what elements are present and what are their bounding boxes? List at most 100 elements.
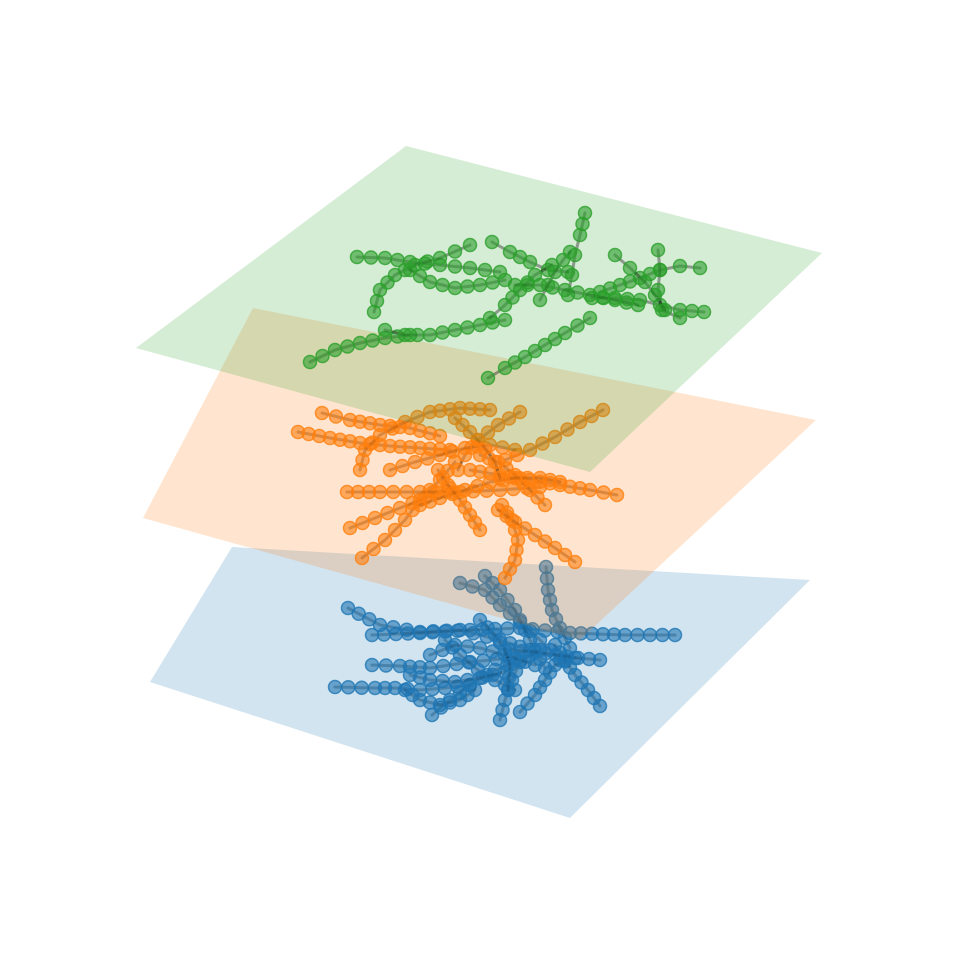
network-node: [327, 342, 343, 358]
network-node: [477, 262, 493, 278]
network-node: [420, 254, 435, 269]
network-node: [647, 287, 663, 303]
network-node: [696, 304, 712, 320]
network-node: [400, 626, 416, 641]
network-node: [637, 274, 653, 290]
network-node: [385, 421, 400, 436]
network-node: [377, 532, 393, 548]
layer-network: [290, 400, 625, 586]
network-node: [460, 279, 475, 294]
network-node: [642, 627, 658, 643]
network-node: [341, 680, 356, 695]
network-node: [472, 670, 488, 686]
network-node: [500, 621, 515, 636]
network-node: [364, 657, 380, 673]
network-node: [386, 484, 401, 500]
network-node: [352, 335, 368, 351]
network-node: [422, 647, 438, 663]
network-node: [342, 520, 358, 536]
network-node: [470, 478, 485, 494]
network-node: [487, 454, 503, 470]
network-node: [472, 277, 488, 293]
network-node: [397, 414, 413, 430]
network-node: [582, 310, 598, 326]
network-node: [512, 404, 528, 420]
network-node: [462, 462, 478, 478]
network-node: [422, 327, 438, 343]
layer-network: [327, 559, 683, 728]
network-node: [412, 625, 428, 641]
network-node: [630, 297, 646, 313]
network-node: [425, 625, 440, 640]
network-node: [500, 682, 516, 698]
network-node: [412, 484, 428, 500]
network-node: [462, 622, 478, 638]
network-node: [477, 440, 493, 456]
network-node: [692, 260, 708, 276]
network-node: [432, 250, 448, 266]
network-node: [482, 310, 498, 326]
network-node: [547, 429, 563, 445]
network-node: [517, 521, 533, 536]
network-node: [501, 670, 517, 685]
network-node: [422, 660, 438, 676]
network-node: [507, 442, 523, 458]
network-node: [328, 409, 344, 424]
layer-bottom: [150, 547, 810, 818]
layer-network: [302, 205, 712, 386]
network-node: [457, 440, 473, 456]
network-node: [399, 484, 414, 500]
network-node: [380, 505, 395, 521]
network-node: [501, 411, 517, 426]
network-node: [372, 427, 388, 443]
network-node: [500, 592, 515, 608]
network-node: [367, 510, 383, 526]
network-node: [537, 534, 553, 549]
network-node: [560, 264, 576, 280]
network-node: [497, 272, 513, 288]
network-node: [432, 490, 448, 506]
network-node: [445, 444, 460, 459]
network-node: [527, 527, 543, 543]
network-node: [435, 673, 450, 689]
network-node: [535, 436, 550, 451]
network-node: [447, 674, 463, 690]
network-node: [567, 554, 583, 570]
network-node: [482, 402, 498, 418]
network-node: [447, 280, 463, 296]
network-node: [432, 428, 448, 444]
network-node: [490, 502, 506, 518]
network-node: [540, 277, 556, 293]
network-node: [447, 637, 463, 653]
network-node: [364, 627, 380, 643]
network-node: [327, 679, 343, 695]
network-node: [490, 417, 506, 433]
layer-top: [136, 146, 822, 472]
network-node: [447, 322, 463, 338]
network-node: [460, 639, 475, 654]
network-node: [657, 302, 673, 318]
network-node: [407, 454, 423, 470]
network-node: [497, 312, 513, 328]
network-node: [355, 515, 370, 531]
network-node: [349, 249, 365, 265]
network-node: [652, 262, 668, 278]
network-node: [460, 320, 475, 335]
network-node: [557, 547, 573, 563]
network-node: [430, 462, 446, 478]
network-node: [522, 254, 538, 270]
network-node: [432, 447, 448, 463]
network-node: [532, 292, 548, 308]
layer-plane: [136, 146, 822, 472]
network-node: [502, 657, 518, 673]
network-node: [435, 325, 450, 340]
network-node: [557, 282, 573, 298]
network-node: [572, 414, 588, 430]
network-node: [422, 672, 438, 688]
network-node: [377, 322, 393, 338]
network-node: [472, 640, 488, 656]
network-node: [392, 500, 408, 516]
network-node: [596, 485, 611, 500]
network-node: [365, 333, 380, 348]
